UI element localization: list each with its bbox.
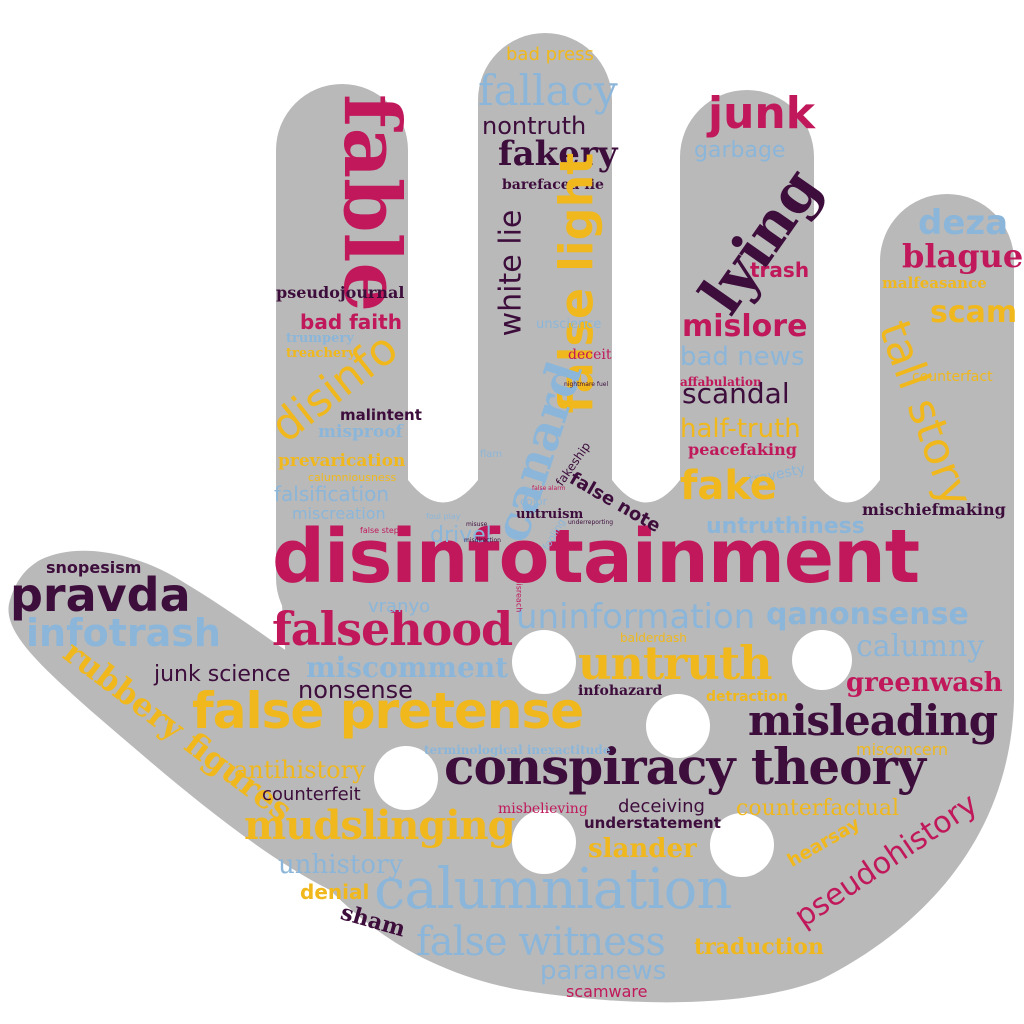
finger-middle bbox=[478, 33, 612, 633]
word-pravda: pravda bbox=[10, 568, 191, 622]
word-garbage: garbage bbox=[694, 138, 786, 163]
word-traduction: traduction bbox=[694, 934, 824, 960]
word-junk-science: junk science bbox=[154, 662, 291, 687]
word-false-alarm: false alarm bbox=[532, 485, 566, 492]
word-false-pretense: false pretense bbox=[192, 682, 584, 740]
word-untruism: untruism bbox=[516, 507, 584, 522]
word-counterfact: counterfact bbox=[912, 369, 993, 385]
word-calumniation: calumniation bbox=[374, 857, 732, 922]
word-underreporting: underreporting bbox=[568, 519, 614, 526]
word-uninformation: uninformation bbox=[516, 597, 756, 637]
word-misreach: misreach bbox=[514, 575, 524, 613]
word-misproof: misproof bbox=[318, 422, 403, 442]
word-pseudojournal: pseudojournal bbox=[276, 283, 405, 302]
word-misleading: misleading bbox=[748, 696, 998, 745]
word-falsification: falsification bbox=[274, 482, 389, 506]
word-deceiving: deceiving bbox=[618, 796, 705, 817]
word-infotrash: infotrash bbox=[26, 611, 221, 655]
word-junk: junk bbox=[708, 88, 815, 139]
word-bad-news: bad news bbox=[680, 342, 805, 372]
word-misdirection: misdirection bbox=[464, 537, 501, 544]
word-nontruth: nontruth bbox=[482, 112, 587, 140]
word-flam: flam bbox=[480, 449, 503, 460]
word-fakery: fakery bbox=[498, 134, 618, 174]
word-false-witness: false witness bbox=[416, 919, 666, 965]
word-slander: slander bbox=[588, 834, 697, 864]
word-bad-press: bad press bbox=[506, 44, 594, 65]
word-peacefaking: peacefaking bbox=[688, 440, 797, 459]
word-trumpery: trumpery bbox=[286, 331, 354, 346]
word-trash: trash bbox=[750, 258, 810, 282]
word-mischiefmaking: mischiefmaking bbox=[862, 500, 1006, 519]
word-greenwash: greenwash bbox=[846, 668, 1003, 698]
word-misbelieving: misbelieving bbox=[498, 801, 588, 817]
word-detraction: detraction bbox=[706, 689, 788, 705]
word-antihistory: antihistory bbox=[234, 756, 366, 784]
word-white-lie: white lie bbox=[493, 209, 529, 337]
word-terminological-inexactitude: terminological inexactitude bbox=[424, 743, 611, 757]
word-mudslinging: mudslinging bbox=[244, 802, 516, 849]
word-denial: denial bbox=[300, 880, 370, 904]
word-nightmare-fuel: nightmare fuel bbox=[564, 381, 609, 388]
word-malfeasance: malfeasance bbox=[882, 274, 987, 292]
word-understatement: understatement bbox=[584, 814, 721, 832]
word-calumniousness: calumniousness bbox=[308, 471, 397, 484]
word-deceit: deceit bbox=[568, 347, 612, 363]
word-disinfotainment: disinfotainment bbox=[272, 514, 920, 600]
finger-ring bbox=[680, 90, 814, 650]
palm-holes bbox=[374, 630, 852, 877]
word-scandal: scandal bbox=[682, 377, 790, 410]
word-unscience: unscience bbox=[536, 317, 602, 332]
word-fake: fake bbox=[680, 463, 778, 509]
word-falsehood: falsehood bbox=[272, 602, 513, 656]
word-blague: blague bbox=[902, 237, 1024, 275]
word-misconcern: misconcern bbox=[856, 740, 949, 759]
word-nonsense: nonsense bbox=[298, 676, 413, 704]
word-half-truth: half-truth bbox=[680, 414, 801, 444]
word-drivel: drivel bbox=[430, 523, 492, 548]
thumb bbox=[8, 550, 380, 900]
word-untruthiness: untruthiness bbox=[706, 514, 865, 539]
word-miscreation: miscreation bbox=[292, 504, 386, 523]
word-scam: scam bbox=[930, 295, 1018, 330]
word-misuse: misuse bbox=[466, 521, 488, 528]
word-treachery: treachery bbox=[286, 346, 356, 361]
word-mislore: mislore bbox=[682, 309, 808, 344]
word-prevarication: prevarication bbox=[278, 451, 406, 471]
word-fallacy: fallacy bbox=[478, 66, 618, 115]
word-bad-faith: bad faith bbox=[300, 310, 402, 334]
word-infohazard: infohazard bbox=[578, 683, 663, 699]
word-affabulation: affabulation bbox=[680, 375, 762, 389]
word-qanonsense: qanonsense bbox=[766, 597, 969, 632]
word-snopesism: snopesism bbox=[46, 558, 142, 577]
word-vranyo: vranyo bbox=[368, 596, 431, 617]
word-untruth: untruth bbox=[578, 636, 773, 690]
word-counterfeit: counterfeit bbox=[262, 784, 361, 805]
word-barefaced-lie: barefaced lie bbox=[502, 177, 604, 193]
word-false-step: false step bbox=[360, 526, 399, 535]
word-conspiracy-theory: conspiracy theory bbox=[444, 737, 926, 796]
word-deza: deza bbox=[918, 203, 1009, 243]
word-paranews: paranews bbox=[540, 956, 667, 986]
word-malintent: malintent bbox=[340, 406, 422, 424]
word-calumny: calumny bbox=[856, 629, 985, 664]
finger-index bbox=[276, 84, 408, 644]
word-counterfactual: counterfactual bbox=[736, 796, 900, 821]
word-scamware: scamware bbox=[566, 982, 648, 1001]
word-miscomment: miscomment bbox=[306, 651, 509, 684]
word-balderdash: balderdash bbox=[620, 631, 687, 645]
word-fable: fable bbox=[325, 94, 417, 312]
word-foul-play: foul play bbox=[426, 512, 461, 521]
word-color: color bbox=[520, 495, 548, 508]
word-unhistory: unhistory bbox=[278, 850, 404, 880]
